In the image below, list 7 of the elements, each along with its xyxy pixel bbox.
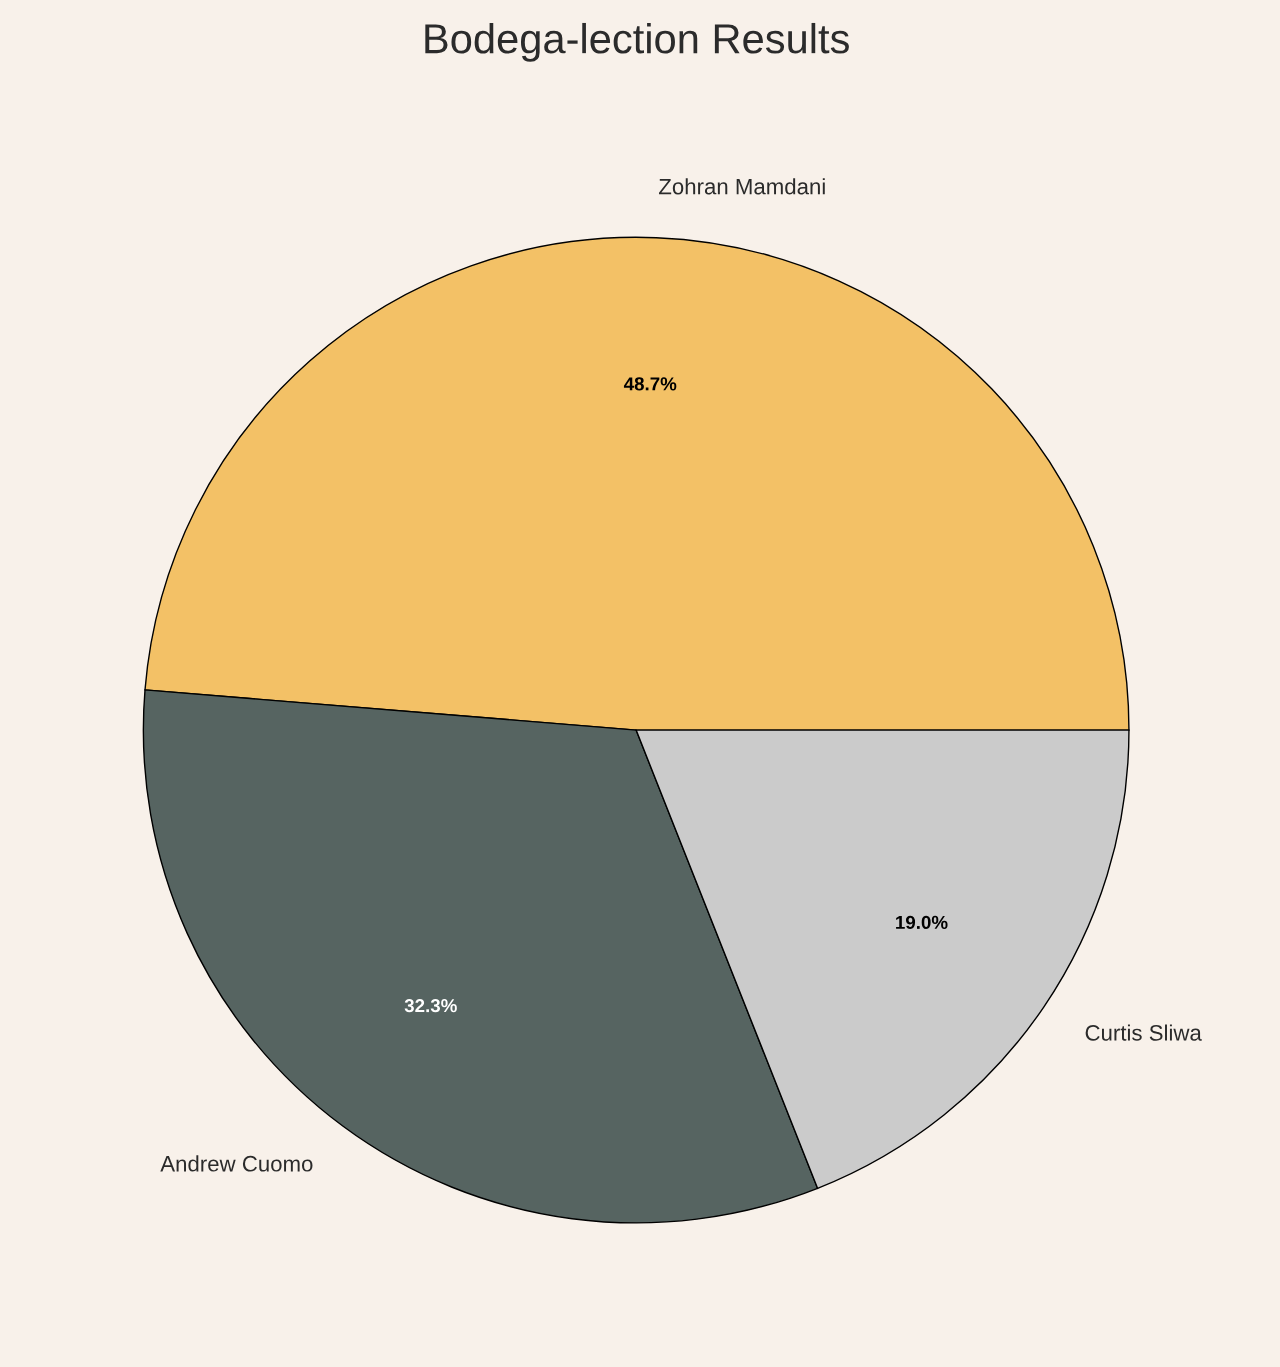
data-label: 48.7% (623, 377, 677, 391)
data-label: 19.0% (896, 915, 948, 930)
slice-label: Curtis Sliwa (1085, 1024, 1202, 1041)
slice-label: Andrew Cuomo (160, 1155, 313, 1172)
data-label: 32.3% (404, 999, 457, 1013)
slice-label: Zohran Mamdani (659, 178, 825, 195)
chart-title: Bodega-lection Results (425, 22, 849, 62)
